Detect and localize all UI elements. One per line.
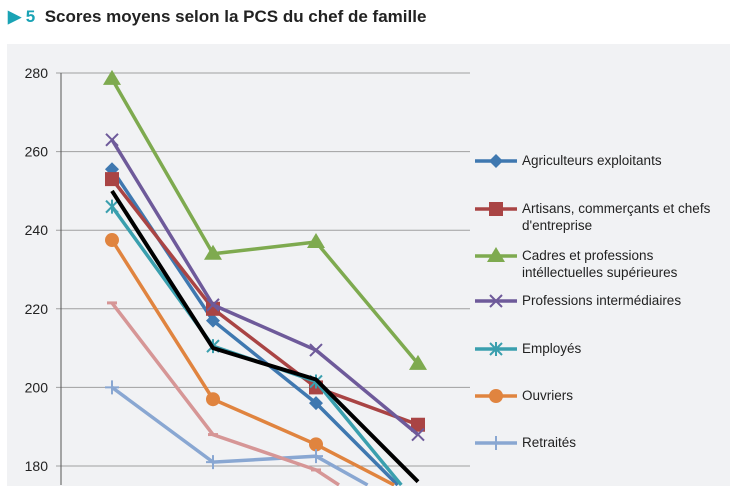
x-marker: [309, 343, 323, 357]
circle-marker: [206, 392, 220, 407]
diamond-marker: [489, 154, 503, 168]
legend-label: Ouvriers: [522, 388, 574, 403]
triangle-marker: [103, 69, 121, 85]
plus-marker: [309, 449, 323, 464]
legend-label: Agriculteurs exploitants: [522, 153, 662, 168]
series-line-0: [110, 168, 399, 486]
triangle-marker: [409, 354, 427, 370]
y-tick-label: 240: [25, 222, 49, 238]
y-tick-label: 180: [25, 458, 49, 474]
legend-label: Professions intermédiaires: [522, 293, 682, 308]
legend-label: Artisans, commerçants et chefs d'entrepr…: [522, 201, 711, 233]
series-line-8: [110, 189, 420, 484]
y-tick-label: 220: [25, 301, 49, 317]
star-marker: [105, 199, 119, 214]
x-marker: [489, 294, 503, 308]
x-marker: [206, 298, 220, 312]
triangle-marker: [487, 247, 505, 262]
legend-label: Retraités: [522, 435, 577, 450]
star-marker: [489, 342, 503, 356]
legend-label: Employés: [522, 341, 582, 356]
plus-marker: [489, 436, 503, 450]
plus-marker: [206, 455, 220, 470]
plus-marker: [105, 380, 119, 395]
triangle-marker: [204, 244, 222, 260]
series-line-7: [110, 301, 340, 486]
series-line-5: [110, 239, 395, 486]
y-tick-label: 260: [25, 144, 49, 160]
series-line-2: [110, 78, 420, 365]
triangle-marker: [307, 232, 325, 248]
diamond-marker: [206, 313, 220, 328]
x-marker: [105, 133, 119, 147]
y-tick-label: 280: [25, 65, 49, 81]
square-marker: [411, 417, 425, 432]
x-marker: [411, 427, 425, 442]
circle-marker: [309, 437, 323, 452]
circle-marker: [489, 389, 503, 403]
series-line-6: [110, 385, 369, 486]
y-tick-label: 200: [25, 379, 49, 395]
circle-marker: [105, 233, 119, 248]
series-line-3: [110, 138, 420, 436]
diamond-marker: [309, 396, 323, 411]
square-marker: [105, 172, 119, 187]
title-text: Scores moyens selon la PCS du chef de fa…: [44, 7, 427, 26]
chart-title: ▶ 5 Scores moyens selon la PCS du chef d…: [8, 7, 426, 27]
square-marker: [489, 202, 503, 216]
legend-label: Cadres et professions intéllectuelles su…: [522, 248, 678, 280]
figure-number: ▶ 5: [8, 7, 36, 26]
series-line-1: [110, 178, 419, 427]
